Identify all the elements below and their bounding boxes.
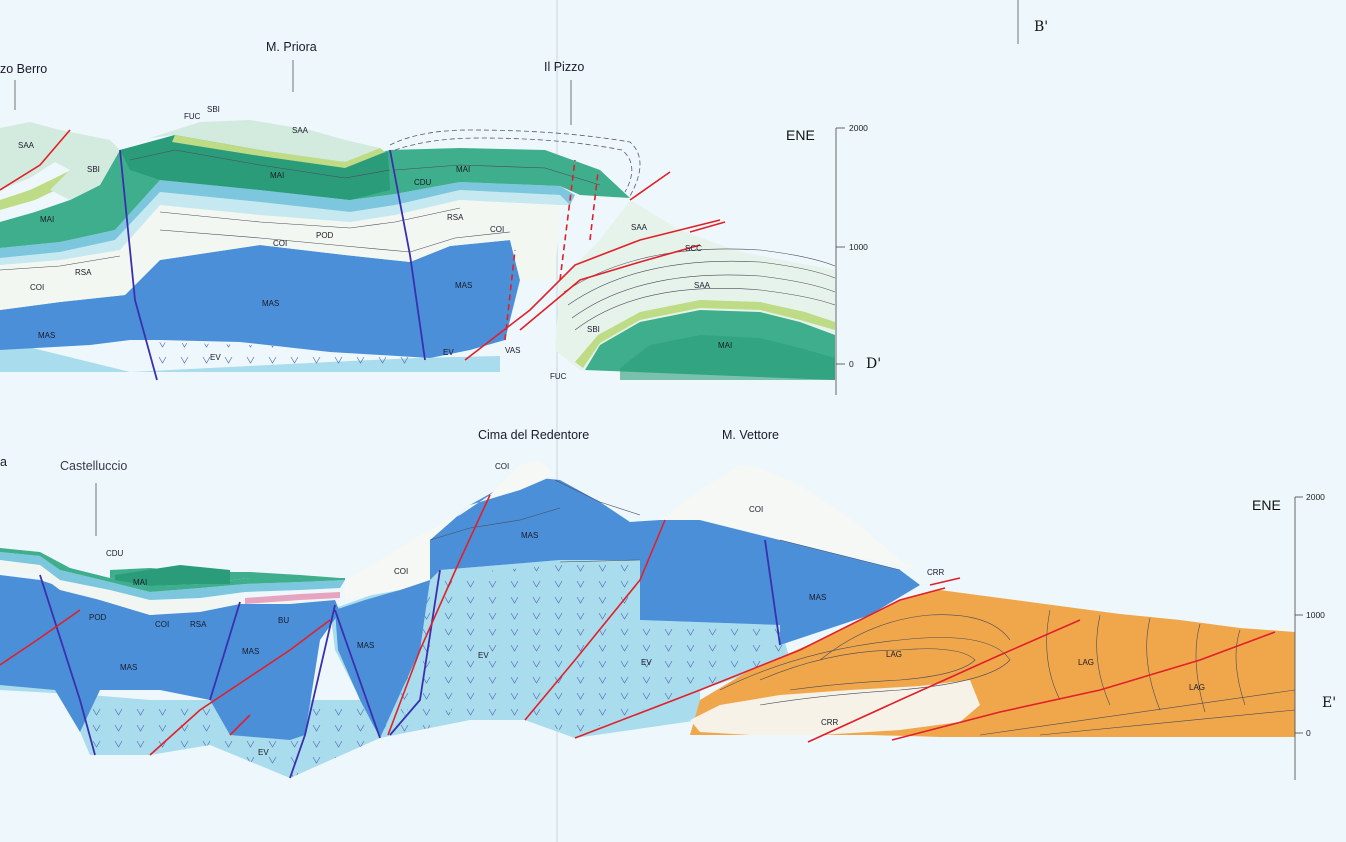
peak-label-pizzo: Il Pizzo [544,60,584,74]
unit-vas: VAS [505,346,520,355]
unit-bu-b: BU [278,616,289,625]
fault-normal-1 [119,149,158,381]
section-bottom: a Castelluccio Cima del Redentore M. Vet… [0,428,1336,780]
unit-coi-3: COI [490,225,504,234]
unit-mas-b1: MAS [120,663,137,672]
unit-pod: POD [316,231,334,240]
section-label-e: E' [1322,695,1336,711]
layer-saa-top-left [0,122,120,200]
unit-sbi-2: SBI [207,105,220,114]
unit-mai-4: MAI [718,341,732,350]
unit-fuc-2: FUC [550,372,567,381]
unit-mas-b5: MAS [809,593,826,602]
layer-mai-bottom [0,548,345,592]
layer-crr [690,680,980,735]
layer-coi-bottom [345,460,555,600]
scale-tick-1000-top: 1000 [849,242,868,252]
unit-mas-3: MAS [455,281,472,290]
scale-tick-2000-bottom: 2000 [1306,492,1325,502]
fault-normal-2 [389,149,426,361]
unit-fuc-1: FUC [184,112,201,121]
scale-tick-0-top: 0 [849,359,854,369]
unit-saa-1: SAA [18,141,35,150]
unit-ev-2: EV [443,348,454,357]
scale-tick-1000-bottom: 1000 [1306,610,1325,620]
layer-sbi-top [0,168,80,210]
unit-cdu: CDU [414,178,432,187]
unit-coi-1: COI [30,283,44,292]
unit-rsa-2: RSA [447,213,464,222]
layer-saa-priora [150,120,380,162]
fault-normal-4 [209,601,241,701]
fault-normal-3 [39,574,96,756]
unit-coi-2: COI [273,239,287,248]
section-top: zo Berro M. Priora Il Pizzo ENE D' B' 20… [0,0,1048,395]
unit-ev-b1: EV [258,748,269,757]
section-label-b: B' [1034,19,1048,35]
unit-mas-b2: MAS [242,647,259,656]
peak-label-castelluccio: Castelluccio [60,459,127,473]
unit-mas-b4: MAS [521,531,538,540]
layer-mas-top [0,240,520,358]
fault-thrust-2 [574,587,946,739]
unit-rsa-b: RSA [190,620,207,629]
unit-saa-4: SAA [694,281,711,290]
unit-sbi-3: SBI [587,325,600,334]
unit-mai-3: MAI [456,165,470,174]
unit-coi-b1: COI [155,620,169,629]
unit-ev-b3: EV [641,658,652,667]
unit-scc: SCC [685,244,702,253]
unit-crr-b2: CRR [821,718,839,727]
unit-mas-2: MAS [262,299,279,308]
unit-ev-b2: EV [478,651,489,660]
section-label-d: D' [866,356,881,372]
unit-lag-b1: LAG [886,650,902,659]
unit-lag-b3: LAG [1189,683,1205,692]
layer-mas-bottom [0,575,340,740]
peak-label-berro: zo Berro [0,62,47,76]
peak-label-vettore: M. Vettore [722,428,779,442]
scale-tick-2000-top: 2000 [849,123,868,133]
unit-coi-b3: COI [495,462,509,471]
scale-tick-0-bottom: 0 [1306,728,1311,738]
unit-sbi-1: SBI [87,165,100,174]
unit-ev-1: EV [210,353,221,362]
orientation-label-bottom: ENE [1252,497,1281,513]
unit-saa-3: SAA [631,223,648,232]
unit-cdu-b: CDU [106,549,124,558]
unit-mai-2: MAI [270,171,284,180]
unit-coi-b2: COI [394,567,408,576]
unit-saa-2: SAA [292,126,309,135]
unit-crr-b1: CRR [927,568,945,577]
unit-lag-b2: LAG [1078,658,1094,667]
unit-mas-1: MAS [38,331,55,340]
unit-rsa-1: RSA [75,268,92,277]
peak-label-priora: M. Priora [266,40,317,54]
fault-thrust-1 [464,219,721,361]
unit-mai-1: MAI [40,215,54,224]
unit-pod-b: POD [89,613,107,622]
unit-mai-b: MAI [133,578,147,587]
orientation-label-top: ENE [786,127,815,143]
peak-label-redentore: Cima del Redentore [478,428,589,442]
unit-mas-b3: MAS [357,641,374,650]
peak-label-a: a [0,455,7,469]
unit-coi-b4: COI [749,505,763,514]
